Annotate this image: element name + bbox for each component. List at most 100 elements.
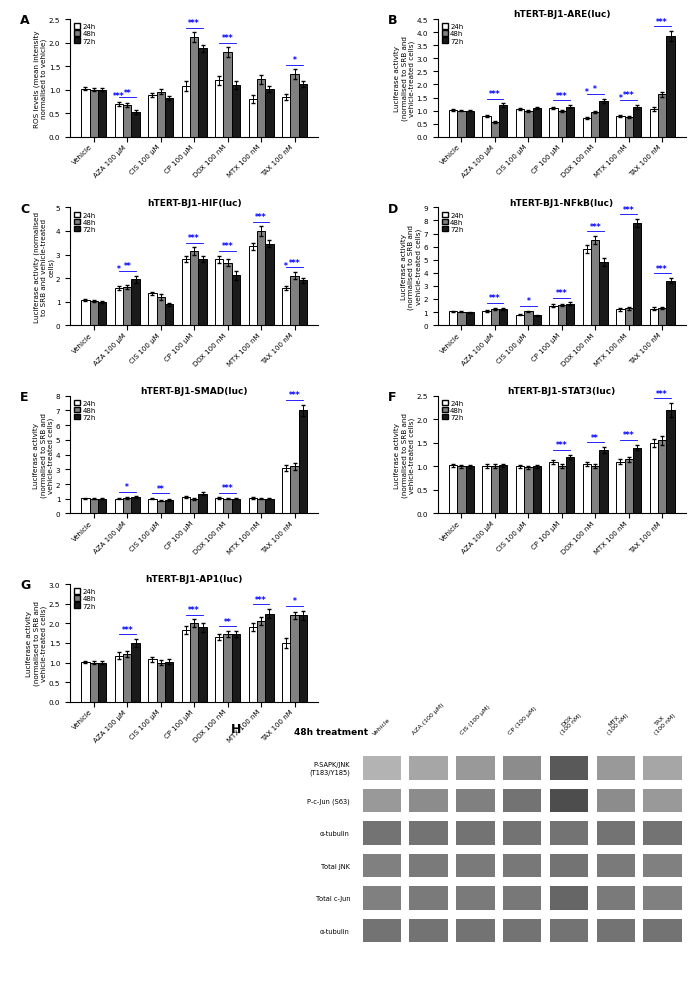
- Bar: [232, 276, 240, 326]
- Bar: [90, 499, 98, 514]
- Bar: [466, 467, 474, 514]
- Text: DOX
(100 nM): DOX (100 nM): [555, 708, 582, 736]
- Bar: [198, 260, 206, 326]
- FancyBboxPatch shape: [643, 854, 682, 878]
- Text: TAX
(100 nM): TAX (100 nM): [649, 708, 676, 736]
- Bar: [282, 97, 290, 137]
- Bar: [566, 107, 575, 137]
- Bar: [616, 310, 624, 326]
- Bar: [666, 282, 675, 326]
- FancyBboxPatch shape: [643, 887, 682, 910]
- Bar: [457, 111, 466, 137]
- Text: *: *: [284, 262, 288, 271]
- Bar: [482, 116, 491, 137]
- Bar: [533, 467, 541, 514]
- Text: *: *: [585, 88, 589, 97]
- Bar: [90, 302, 98, 326]
- Bar: [98, 302, 106, 326]
- Text: **: **: [123, 262, 131, 271]
- Bar: [616, 462, 624, 514]
- Bar: [624, 309, 633, 326]
- Bar: [491, 122, 499, 137]
- FancyBboxPatch shape: [363, 789, 401, 812]
- Bar: [132, 280, 140, 326]
- Bar: [491, 310, 499, 326]
- Text: F: F: [388, 390, 396, 403]
- Text: H: H: [231, 722, 241, 735]
- Bar: [550, 306, 558, 326]
- Legend: 24h, 48h, 72h: 24h, 48h, 72h: [441, 400, 464, 421]
- Legend: 24h, 48h, 72h: 24h, 48h, 72h: [441, 23, 464, 45]
- Bar: [290, 616, 299, 702]
- FancyBboxPatch shape: [410, 756, 448, 780]
- Bar: [98, 499, 106, 514]
- Bar: [599, 263, 608, 326]
- Bar: [582, 464, 591, 514]
- Bar: [248, 100, 257, 137]
- FancyBboxPatch shape: [643, 756, 682, 780]
- Bar: [181, 497, 190, 514]
- Bar: [157, 663, 165, 702]
- Text: *: *: [293, 56, 297, 65]
- Text: ***: ***: [623, 431, 634, 440]
- FancyBboxPatch shape: [550, 756, 588, 780]
- Bar: [633, 107, 641, 137]
- Bar: [558, 467, 566, 514]
- Bar: [123, 288, 132, 326]
- Text: E: E: [20, 390, 29, 403]
- Text: *: *: [293, 597, 297, 606]
- Legend: 24h, 48h, 72h: 24h, 48h, 72h: [74, 23, 97, 45]
- Text: 48h treatment: 48h treatment: [294, 727, 368, 736]
- Text: AZA (100 μM): AZA (100 μM): [412, 702, 445, 736]
- Bar: [232, 635, 240, 702]
- Bar: [516, 467, 524, 514]
- FancyBboxPatch shape: [643, 919, 682, 943]
- Bar: [115, 499, 123, 514]
- Text: D: D: [388, 203, 398, 216]
- Bar: [524, 112, 533, 137]
- FancyBboxPatch shape: [596, 756, 635, 780]
- Bar: [132, 113, 140, 137]
- Text: ***: ***: [288, 391, 300, 400]
- Text: CP (100 μM): CP (100 μM): [507, 705, 538, 736]
- Bar: [282, 643, 290, 702]
- Bar: [566, 304, 575, 326]
- Bar: [223, 635, 232, 702]
- Text: ***: ***: [556, 289, 568, 298]
- Bar: [223, 264, 232, 326]
- FancyBboxPatch shape: [596, 887, 635, 910]
- FancyBboxPatch shape: [410, 789, 448, 812]
- Bar: [248, 247, 257, 326]
- Bar: [658, 441, 666, 514]
- FancyBboxPatch shape: [550, 854, 588, 878]
- Legend: 24h, 48h, 72h: 24h, 48h, 72h: [74, 400, 97, 421]
- Text: *: *: [618, 94, 622, 103]
- Bar: [449, 466, 457, 514]
- Bar: [232, 499, 240, 514]
- Bar: [616, 116, 624, 137]
- Bar: [516, 110, 524, 137]
- Text: ***: ***: [256, 213, 267, 222]
- Bar: [599, 101, 608, 137]
- Bar: [650, 110, 658, 137]
- Text: ***: ***: [122, 625, 133, 634]
- Bar: [248, 498, 257, 514]
- Bar: [591, 112, 599, 137]
- Bar: [524, 312, 533, 326]
- Title: hTERT-BJ1-ARE(luc): hTERT-BJ1-ARE(luc): [513, 10, 610, 19]
- Text: ***: ***: [113, 91, 125, 100]
- Bar: [181, 87, 190, 137]
- Text: G: G: [20, 579, 31, 592]
- Bar: [624, 459, 633, 514]
- FancyBboxPatch shape: [456, 789, 495, 812]
- FancyBboxPatch shape: [363, 756, 401, 780]
- Bar: [165, 662, 174, 702]
- Bar: [466, 111, 474, 137]
- Title: hTERT-BJ1-NFkB(luc): hTERT-BJ1-NFkB(luc): [510, 199, 614, 208]
- FancyBboxPatch shape: [410, 821, 448, 845]
- Bar: [591, 467, 599, 514]
- Bar: [558, 112, 566, 137]
- FancyBboxPatch shape: [503, 756, 541, 780]
- FancyBboxPatch shape: [363, 821, 401, 845]
- Bar: [265, 499, 274, 514]
